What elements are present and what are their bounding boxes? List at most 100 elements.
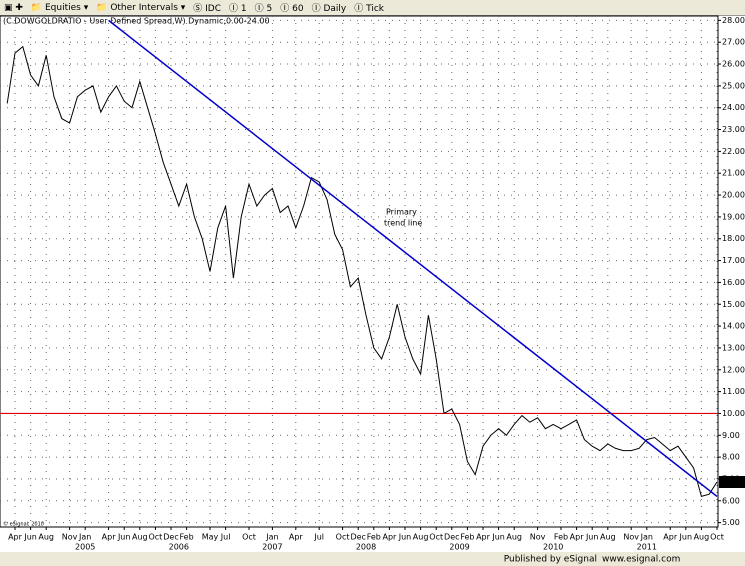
y-tick-label: 19.00	[722, 212, 745, 221]
x-tick-label: Aug	[600, 533, 616, 542]
y-tick-label: 22.00	[722, 147, 745, 156]
button-label: Equities	[44, 2, 81, 13]
x-tick-label: Apr	[289, 533, 304, 542]
x-tick-label: Jun	[23, 533, 37, 542]
annotation: Primary	[386, 208, 417, 217]
y-tick-label: 28.00	[722, 16, 745, 25]
x-tick-label: Aug	[506, 533, 522, 542]
published: Published by eSignal	[504, 555, 597, 565]
x-tick-label: Jan	[265, 533, 278, 542]
y-tick-label: 10.00	[722, 409, 745, 418]
y-tick-label: 9.00	[722, 431, 740, 440]
button-label: Tick	[366, 4, 384, 14]
y-tick-label: 25.00	[722, 81, 745, 90]
x-tick-label: Oct	[148, 533, 162, 542]
x-tick-label: Apr	[8, 533, 23, 542]
x-tick-label: May	[202, 533, 219, 542]
y-tick-label: 17.00	[722, 256, 745, 265]
x-tick-label: Feb	[367, 533, 381, 542]
year-label: 2011	[637, 543, 657, 552]
y-tick-label: 20.00	[722, 191, 745, 200]
y-tick-label: 13.00	[722, 343, 745, 352]
button-label: Daily	[323, 4, 347, 14]
x-tick-label: Aug	[38, 533, 54, 542]
button-label: 5	[266, 4, 273, 14]
x-tick-label: Apr	[663, 533, 678, 542]
y-tick-label: 8.00	[722, 453, 740, 462]
x-tick-label: Dec	[444, 533, 459, 542]
y-tick-label: 15.00	[722, 300, 745, 309]
toolbar-button[interactable]: Ⓢ IDC	[193, 4, 222, 14]
x-tick-label: Aug	[132, 533, 148, 542]
y-tick-label: 5.00	[722, 518, 740, 527]
x-tick-label: Nov	[530, 533, 546, 542]
x-tick-label: Apr	[476, 533, 491, 542]
button-label: Other Intervals	[110, 2, 178, 13]
y-tick-label: 6.00	[722, 496, 740, 505]
y-tick-label: 26.00	[722, 60, 745, 69]
y-tick-label: 18.00	[722, 234, 745, 243]
y-tick-label: 11.00	[722, 387, 745, 396]
toolbar-button[interactable]: Ⓘ 5	[254, 4, 273, 14]
x-tick-label: Apr	[382, 533, 397, 542]
x-tick-label: Nov	[62, 533, 78, 542]
toolbar-button[interactable]: Ⓘ 60	[280, 4, 304, 14]
x-tick-label: Aug	[413, 533, 429, 542]
y-tick-label: 16.00	[722, 278, 745, 287]
x-tick-label: Jul	[220, 533, 231, 542]
url: www.esignal.com	[602, 555, 680, 565]
year-label: 2009	[449, 543, 469, 552]
y-tick-label: 23.00	[722, 125, 745, 134]
x-tick-label: Oct	[242, 533, 256, 542]
data-line	[6, 45, 718, 498]
x-tick-label: Jan	[78, 533, 91, 542]
button-label: 1	[240, 4, 247, 14]
y-tick-label: 12.00	[722, 365, 745, 374]
toolbar-icons: ▣ ✚	[4, 2, 23, 13]
x-tick-label: Feb	[554, 533, 568, 542]
toolbar-button[interactable]: Ⓘ Tick	[354, 4, 384, 14]
current-value-box	[719, 476, 745, 489]
button-label: 60	[292, 4, 304, 14]
button-label: IDC	[205, 4, 222, 14]
x-tick-label: Jan	[640, 533, 653, 542]
x-tick-label: Dec	[163, 533, 178, 542]
toolbar-button[interactable]: 📁 Other Intervals ▾	[96, 2, 186, 13]
x-tick-label: Jun	[117, 533, 131, 542]
y-tick-label: 14.00	[722, 322, 745, 331]
x-tick-label: Oct	[429, 533, 443, 542]
y-tick-label: 21.00	[722, 169, 745, 178]
annotation: trend line	[384, 219, 422, 228]
y-tick-label: 27.00	[722, 38, 745, 47]
year-label: 2005	[75, 543, 95, 552]
copyright: © eSignal, 2010	[3, 521, 44, 528]
x-tick-label: Feb	[180, 533, 194, 542]
year-label: 2008	[356, 543, 376, 552]
x-tick-label: Nov	[623, 533, 639, 542]
current-value-label: 6.86	[722, 478, 742, 487]
x-tick-label: Oct	[336, 533, 350, 542]
year-label: 2010	[543, 543, 563, 552]
x-tick-label: Dec	[350, 533, 365, 542]
x-tick-label: Jun	[679, 533, 693, 542]
trend-line	[108, 19, 718, 498]
x-tick-label: Oct	[710, 533, 724, 542]
plot-frame	[0, 15, 719, 528]
toolbar-button[interactable]: 📁 Equities ▾	[30, 2, 89, 13]
chart-title: (C.DOWGOLDRATIO - User Defined Spread,W)…	[3, 17, 270, 26]
x-tick-label: Apr	[102, 533, 117, 542]
toolbar-button[interactable]: Ⓘ Daily	[311, 4, 347, 14]
year-label: 2007	[262, 543, 282, 552]
x-tick-label: Jul	[313, 533, 324, 542]
y-tick-label: 24.00	[722, 103, 745, 112]
footer-bar	[0, 552, 745, 566]
x-tick-label: Feb	[460, 533, 474, 542]
year-label: 2006	[169, 543, 189, 552]
toolbar-button[interactable]: Ⓘ 1	[229, 4, 247, 14]
x-tick-label: Jun	[491, 533, 505, 542]
x-tick-label: Aug	[694, 533, 710, 542]
x-tick-label: Jun	[585, 533, 599, 542]
x-tick-label: Apr	[570, 533, 585, 542]
